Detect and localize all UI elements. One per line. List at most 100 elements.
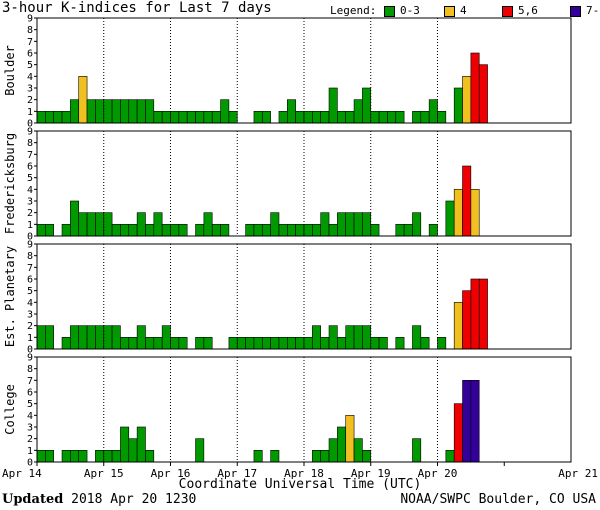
bar-boulder: [470, 52, 480, 124]
bar-est-planetary: [95, 325, 105, 350]
bar-boulder: [78, 76, 88, 124]
y-tick-label: 9: [27, 127, 33, 138]
bar-boulder: [45, 111, 54, 124]
y-tick-label: 6: [27, 162, 33, 173]
bar-fredericksburg: [220, 224, 230, 237]
bar-boulder: [211, 111, 221, 124]
bar-fredericksburg: [153, 212, 163, 237]
bar-fredericksburg: [45, 224, 54, 237]
bar-boulder: [412, 111, 422, 124]
y-tick-label: 8: [27, 138, 33, 149]
bar-boulder: [312, 111, 321, 124]
bar-est-planetary: [270, 337, 280, 350]
bar-fredericksburg: [337, 212, 347, 237]
x-tick-label: Apr 14: [2, 467, 42, 480]
bar-est-planetary: [328, 325, 338, 350]
bar-fredericksburg: [353, 212, 363, 237]
bar-est-planetary: [378, 337, 388, 350]
y-tick-label: 2: [27, 321, 33, 332]
y-tick-label: 5: [27, 173, 33, 184]
x-tick-label: Apr 16: [151, 467, 191, 480]
bar-est-planetary: [145, 337, 155, 350]
bar-fredericksburg: [95, 212, 105, 237]
y-tick-label: 4: [27, 411, 33, 422]
bar-fredericksburg: [161, 224, 171, 237]
bar-boulder: [153, 111, 163, 124]
bar-est-planetary: [337, 337, 347, 350]
bar-boulder: [428, 99, 438, 124]
bar-est-planetary: [353, 325, 363, 350]
y-tick-label: 4: [27, 72, 33, 83]
bar-est-planetary: [128, 337, 138, 350]
bar-college: [270, 450, 280, 463]
bar-boulder: [261, 111, 271, 124]
bar-boulder: [161, 111, 171, 124]
y-tick-label: 0: [27, 232, 33, 243]
bar-fredericksburg: [111, 224, 121, 237]
bar-boulder: [228, 111, 238, 124]
y-tick-label: 0: [27, 345, 33, 356]
bar-fredericksburg: [261, 224, 271, 237]
y-tick-label: 0: [27, 119, 33, 130]
bar-fredericksburg: [462, 165, 472, 237]
bar-fredericksburg: [303, 224, 313, 237]
bar-college: [36, 450, 46, 463]
y-tick-label: 8: [27, 364, 33, 375]
chart-title: 3-hour K-indices for Last 7 days: [2, 0, 272, 16]
bar-est-planetary: [278, 337, 288, 350]
bar-est-planetary: [261, 337, 271, 350]
x-tick-label: Apr 18: [284, 467, 324, 480]
y-tick-label: 9: [27, 14, 33, 25]
bar-est-planetary: [303, 337, 313, 350]
bar-boulder: [103, 99, 113, 124]
legend-label-4: 4: [460, 4, 467, 17]
bar-boulder: [95, 99, 105, 124]
bar-fredericksburg: [295, 224, 305, 237]
bar-college: [362, 450, 372, 463]
x-tick-label: Apr 19: [351, 467, 391, 480]
y-tick-label: 6: [27, 388, 33, 399]
bar-fredericksburg: [36, 224, 46, 237]
bar-college: [320, 450, 330, 463]
bar-boulder: [253, 111, 263, 124]
bar-college: [78, 450, 88, 463]
bar-college: [103, 450, 113, 463]
bar-est-planetary: [470, 278, 480, 350]
bar-boulder: [145, 99, 155, 124]
bar-fredericksburg: [445, 200, 455, 237]
bar-fredericksburg: [245, 224, 255, 237]
bar-est-planetary: [253, 337, 263, 350]
bar-fredericksburg: [195, 224, 205, 237]
legend-swatch-0-3: [384, 6, 395, 17]
bar-fredericksburg: [470, 189, 480, 237]
bar-est-planetary: [153, 337, 163, 350]
bar-fredericksburg: [128, 224, 138, 237]
bar-fredericksburg: [312, 224, 321, 237]
panel-label-fredericksburg: Fredericksburg: [3, 133, 17, 234]
y-tick-label: 2: [27, 208, 33, 219]
bar-fredericksburg: [395, 224, 405, 237]
bar-boulder: [453, 87, 463, 124]
y-tick-label: 3: [27, 197, 33, 208]
panel-label-college: College: [3, 384, 17, 435]
x-tick-label: Apr 20: [418, 467, 458, 480]
y-tick-label: 0: [27, 458, 33, 469]
y-tick-label: 7: [27, 37, 33, 48]
bar-boulder: [53, 111, 63, 124]
bar-est-planetary: [362, 325, 372, 350]
legend-swatch-7-9: [570, 6, 581, 17]
bar-fredericksburg: [253, 224, 263, 237]
bar-college: [312, 450, 321, 463]
bar-college: [195, 438, 205, 463]
bar-college: [453, 403, 463, 463]
bar-est-planetary: [420, 337, 430, 350]
bar-boulder: [36, 111, 46, 124]
bar-fredericksburg: [170, 224, 180, 237]
bar-boulder: [378, 111, 388, 124]
bar-boulder: [320, 111, 330, 124]
bar-fredericksburg: [287, 224, 296, 237]
bar-boulder: [395, 111, 405, 124]
bar-est-planetary: [370, 337, 380, 350]
bar-est-planetary: [161, 325, 171, 350]
bar-college: [337, 426, 347, 463]
